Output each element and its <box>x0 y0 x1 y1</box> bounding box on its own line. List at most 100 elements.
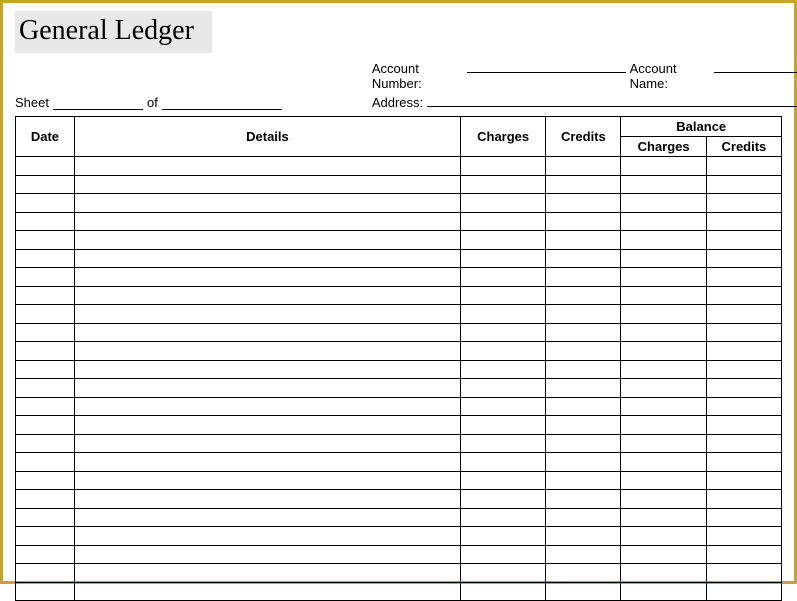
table-cell[interactable] <box>546 416 621 435</box>
table-cell[interactable] <box>621 305 706 324</box>
table-cell[interactable] <box>460 249 545 268</box>
table-cell[interactable] <box>706 471 781 490</box>
table-cell[interactable] <box>706 453 781 472</box>
table-cell[interactable] <box>74 212 460 231</box>
table-cell[interactable] <box>16 194 75 213</box>
table-cell[interactable] <box>546 157 621 176</box>
table-cell[interactable] <box>706 527 781 546</box>
table-cell[interactable] <box>74 157 460 176</box>
table-cell[interactable] <box>621 508 706 527</box>
table-cell[interactable] <box>16 471 75 490</box>
table-cell[interactable] <box>546 231 621 250</box>
sheet-number-blank[interactable] <box>53 96 143 110</box>
table-cell[interactable] <box>460 323 545 342</box>
table-cell[interactable] <box>546 286 621 305</box>
table-cell[interactable] <box>621 545 706 564</box>
table-cell[interactable] <box>74 564 460 583</box>
table-cell[interactable] <box>74 249 460 268</box>
table-cell[interactable] <box>706 305 781 324</box>
table-cell[interactable] <box>460 434 545 453</box>
table-cell[interactable] <box>74 582 460 601</box>
table-cell[interactable] <box>460 582 545 601</box>
table-cell[interactable] <box>16 157 75 176</box>
table-cell[interactable] <box>621 527 706 546</box>
table-cell[interactable] <box>621 231 706 250</box>
table-cell[interactable] <box>460 453 545 472</box>
table-cell[interactable] <box>74 545 460 564</box>
table-cell[interactable] <box>546 194 621 213</box>
table-cell[interactable] <box>460 157 545 176</box>
table-cell[interactable] <box>546 582 621 601</box>
table-cell[interactable] <box>546 527 621 546</box>
table-cell[interactable] <box>74 453 460 472</box>
table-cell[interactable] <box>460 490 545 509</box>
table-cell[interactable] <box>74 434 460 453</box>
table-cell[interactable] <box>16 527 75 546</box>
table-cell[interactable] <box>621 268 706 287</box>
address-blank[interactable] <box>427 93 797 107</box>
table-cell[interactable] <box>706 268 781 287</box>
table-cell[interactable] <box>706 194 781 213</box>
table-cell[interactable] <box>706 286 781 305</box>
table-cell[interactable] <box>621 249 706 268</box>
table-cell[interactable] <box>546 323 621 342</box>
table-cell[interactable] <box>621 194 706 213</box>
table-cell[interactable] <box>74 305 460 324</box>
table-cell[interactable] <box>546 360 621 379</box>
table-cell[interactable] <box>460 379 545 398</box>
table-cell[interactable] <box>546 508 621 527</box>
table-cell[interactable] <box>16 360 75 379</box>
table-cell[interactable] <box>460 268 545 287</box>
table-cell[interactable] <box>460 527 545 546</box>
table-cell[interactable] <box>621 564 706 583</box>
table-cell[interactable] <box>74 286 460 305</box>
table-cell[interactable] <box>546 545 621 564</box>
table-cell[interactable] <box>460 545 545 564</box>
table-cell[interactable] <box>16 268 75 287</box>
table-cell[interactable] <box>16 434 75 453</box>
table-cell[interactable] <box>621 471 706 490</box>
table-cell[interactable] <box>16 453 75 472</box>
table-cell[interactable] <box>621 342 706 361</box>
table-cell[interactable] <box>706 490 781 509</box>
table-cell[interactable] <box>74 416 460 435</box>
account-name-blank[interactable] <box>714 59 797 73</box>
table-cell[interactable] <box>16 397 75 416</box>
table-cell[interactable] <box>74 194 460 213</box>
table-cell[interactable] <box>546 305 621 324</box>
table-cell[interactable] <box>621 360 706 379</box>
table-cell[interactable] <box>460 397 545 416</box>
table-cell[interactable] <box>16 490 75 509</box>
table-cell[interactable] <box>460 212 545 231</box>
table-cell[interactable] <box>621 175 706 194</box>
table-cell[interactable] <box>706 212 781 231</box>
table-cell[interactable] <box>546 397 621 416</box>
table-cell[interactable] <box>706 416 781 435</box>
table-cell[interactable] <box>546 268 621 287</box>
table-cell[interactable] <box>16 305 75 324</box>
table-cell[interactable] <box>546 434 621 453</box>
table-cell[interactable] <box>621 212 706 231</box>
table-cell[interactable] <box>460 508 545 527</box>
table-cell[interactable] <box>460 416 545 435</box>
table-cell[interactable] <box>706 231 781 250</box>
table-cell[interactable] <box>16 582 75 601</box>
table-cell[interactable] <box>706 545 781 564</box>
account-number-blank[interactable] <box>467 59 626 73</box>
table-cell[interactable] <box>621 453 706 472</box>
table-cell[interactable] <box>621 416 706 435</box>
table-cell[interactable] <box>16 212 75 231</box>
table-cell[interactable] <box>460 231 545 250</box>
table-cell[interactable] <box>74 231 460 250</box>
table-cell[interactable] <box>546 212 621 231</box>
table-cell[interactable] <box>621 582 706 601</box>
table-cell[interactable] <box>460 342 545 361</box>
table-cell[interactable] <box>460 194 545 213</box>
table-cell[interactable] <box>16 416 75 435</box>
table-cell[interactable] <box>16 342 75 361</box>
table-cell[interactable] <box>460 564 545 583</box>
table-cell[interactable] <box>621 434 706 453</box>
table-cell[interactable] <box>460 471 545 490</box>
table-cell[interactable] <box>74 471 460 490</box>
table-cell[interactable] <box>706 582 781 601</box>
